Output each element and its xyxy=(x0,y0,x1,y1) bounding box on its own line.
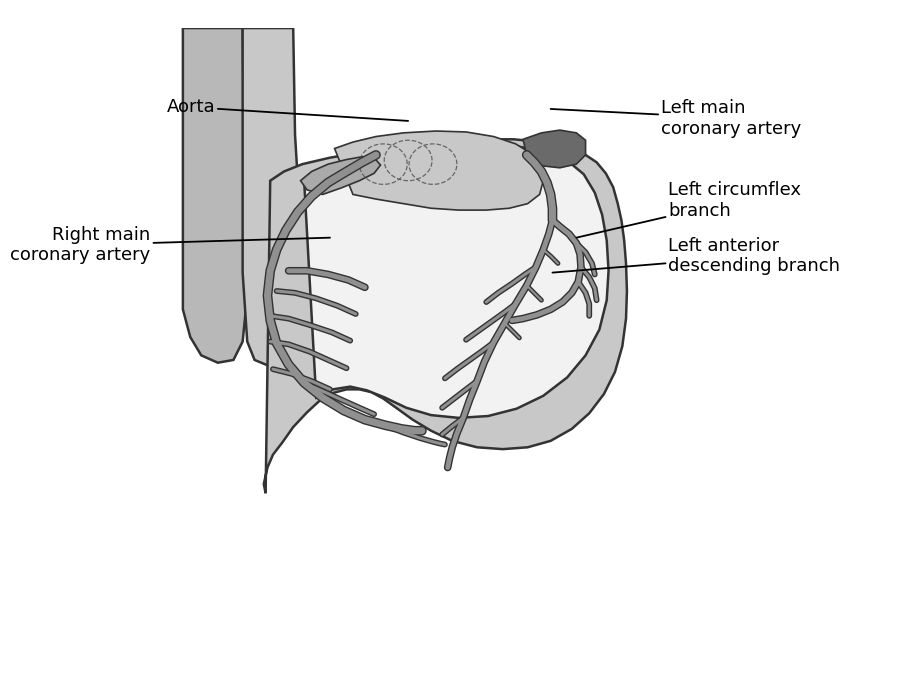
Text: Left anterior
descending branch: Left anterior descending branch xyxy=(553,237,841,276)
Polygon shape xyxy=(243,28,304,366)
Polygon shape xyxy=(523,130,586,168)
Text: Aorta: Aorta xyxy=(166,98,408,121)
Polygon shape xyxy=(264,139,627,493)
Polygon shape xyxy=(301,157,381,194)
Polygon shape xyxy=(304,145,608,418)
Text: Left main
coronary artery: Left main coronary artery xyxy=(551,99,801,138)
Text: Left circumflex
branch: Left circumflex branch xyxy=(576,182,801,237)
Polygon shape xyxy=(183,28,246,363)
Text: Right main
coronary artery: Right main coronary artery xyxy=(11,226,330,264)
Polygon shape xyxy=(335,131,544,210)
